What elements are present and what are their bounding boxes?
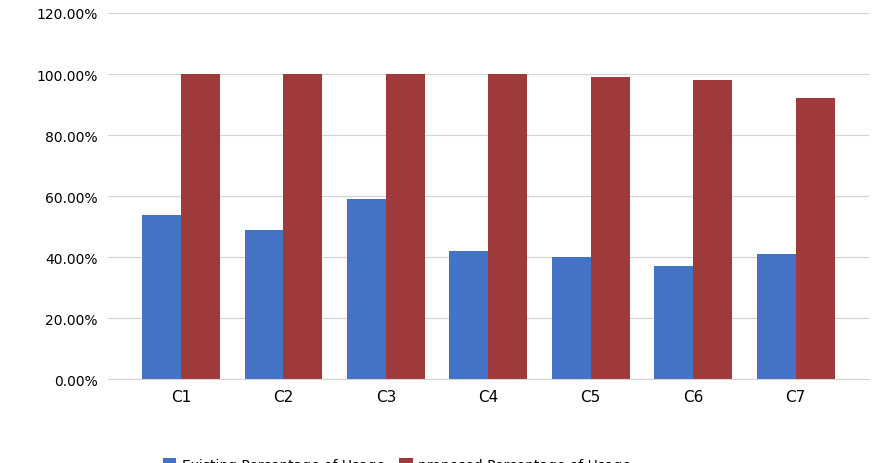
Bar bbox=[142, 215, 181, 380]
Bar bbox=[590, 78, 630, 380]
Legend: Existing Percentage of Usage, proposed Percentage of Usage: Existing Percentage of Usage, proposed P… bbox=[157, 452, 637, 463]
Bar bbox=[347, 200, 386, 380]
Bar bbox=[283, 75, 323, 380]
Bar bbox=[654, 267, 694, 380]
Bar bbox=[245, 230, 283, 380]
Bar bbox=[181, 75, 220, 380]
Bar bbox=[796, 99, 834, 380]
Bar bbox=[450, 252, 488, 380]
Bar bbox=[552, 258, 590, 380]
Bar bbox=[386, 75, 425, 380]
Bar bbox=[756, 255, 796, 380]
Bar bbox=[694, 81, 732, 380]
Bar bbox=[488, 75, 527, 380]
